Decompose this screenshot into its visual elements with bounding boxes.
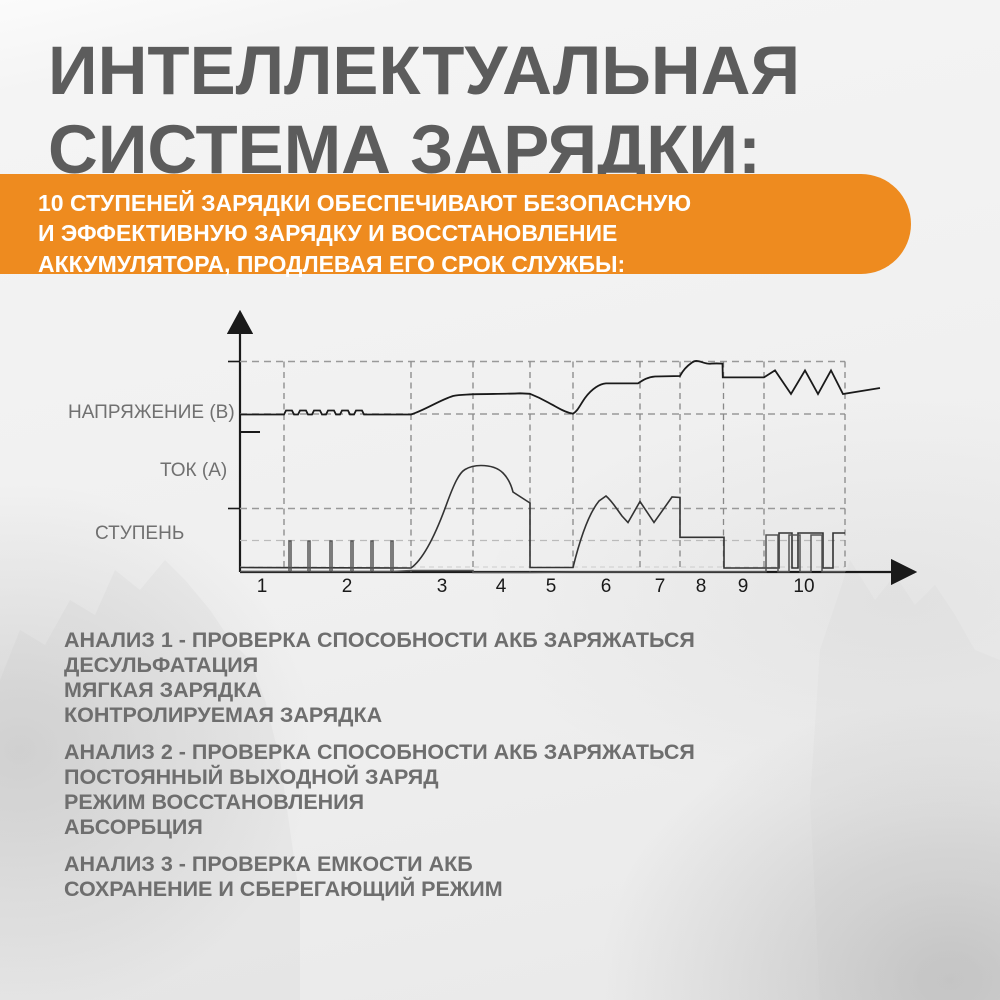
- svg-text:2: 2: [342, 576, 353, 597]
- svg-text:3: 3: [437, 576, 448, 597]
- svg-text:1: 1: [257, 576, 268, 597]
- svg-text:ТОК (А): ТОК (А): [160, 460, 227, 481]
- svg-text:10: 10: [793, 576, 814, 597]
- svg-text:СТУПЕНЬ: СТУПЕНЬ: [95, 523, 184, 544]
- svg-text:9: 9: [738, 576, 749, 597]
- svg-text:8: 8: [696, 576, 707, 597]
- svg-text:7: 7: [655, 576, 666, 597]
- svg-text:5: 5: [546, 576, 557, 597]
- svg-text:4: 4: [496, 576, 507, 597]
- svg-text:6: 6: [601, 576, 612, 597]
- svg-text:НАПРЯЖЕНИЕ (В): НАПРЯЖЕНИЕ (В): [68, 402, 235, 423]
